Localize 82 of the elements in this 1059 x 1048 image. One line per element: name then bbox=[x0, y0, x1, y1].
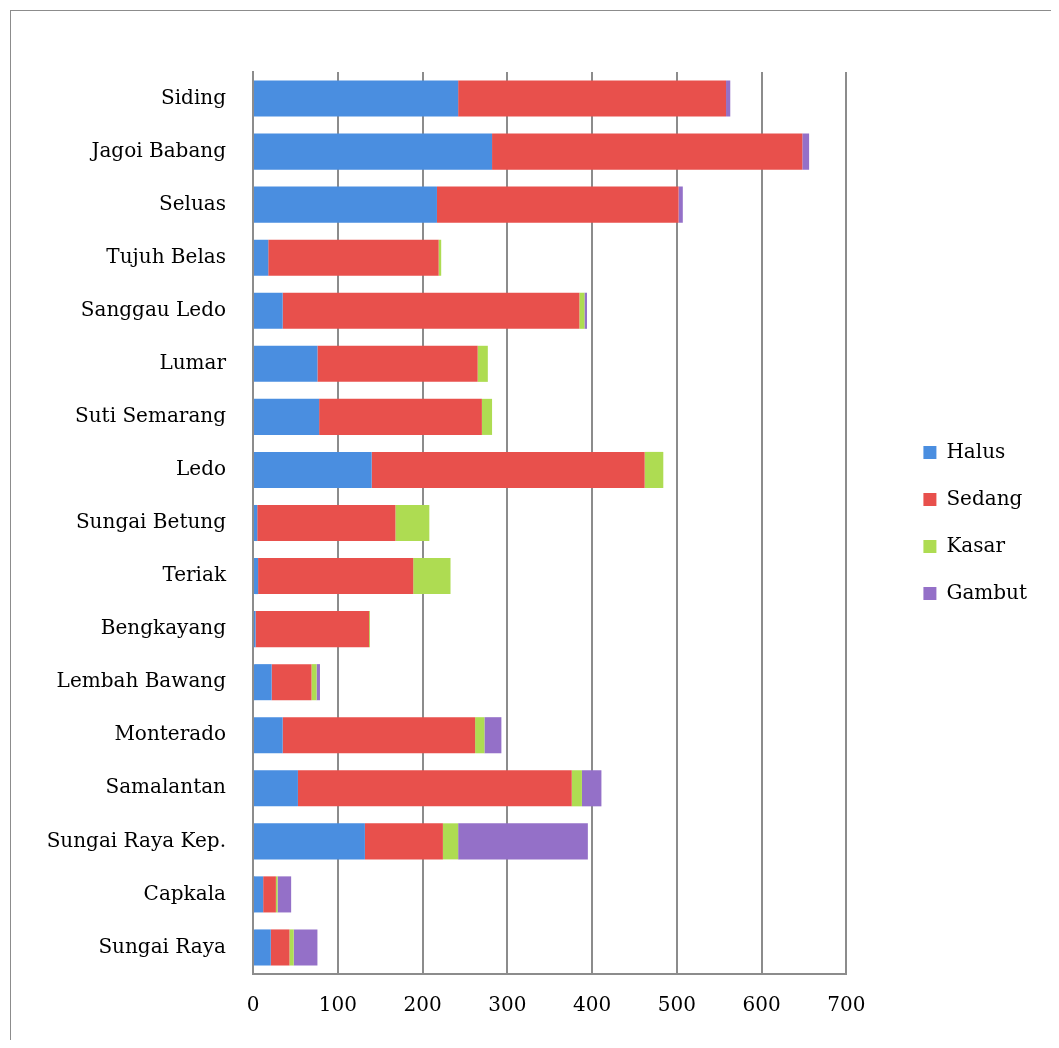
bar bbox=[436, 186, 679, 223]
bar bbox=[458, 80, 727, 117]
bar bbox=[268, 239, 439, 276]
y-tick-label: Sungai Betung bbox=[75, 509, 227, 534]
y-tick-label: Monterado bbox=[114, 721, 226, 746]
y-tick-label: Lembah Bawang bbox=[56, 668, 227, 693]
bar bbox=[282, 292, 580, 329]
bar bbox=[678, 186, 683, 223]
bar bbox=[584, 292, 588, 329]
bar bbox=[581, 770, 602, 807]
bar bbox=[571, 770, 582, 807]
x-tick-label: 300 bbox=[488, 992, 527, 1017]
y-tick-label: Teriak bbox=[162, 562, 227, 587]
bar bbox=[282, 717, 476, 754]
y-tick-label: Capkala bbox=[143, 880, 227, 905]
y-tick-label: Jagoi Babang bbox=[89, 137, 227, 162]
y-tick-label: Siding bbox=[161, 84, 227, 109]
x-tick-label: 400 bbox=[573, 992, 612, 1017]
bar bbox=[257, 504, 396, 542]
y-tick-label: Samalantan bbox=[105, 774, 227, 799]
bar bbox=[254, 876, 264, 913]
y-tick-label: Lumar bbox=[159, 350, 227, 375]
bar bbox=[258, 558, 414, 595]
bar bbox=[319, 398, 482, 435]
x-tick-label: 200 bbox=[403, 992, 442, 1017]
bar bbox=[442, 823, 459, 860]
legend-label: Halus bbox=[946, 438, 1006, 463]
y-tick-label: Sungai Raya Kep. bbox=[46, 827, 226, 852]
bar bbox=[254, 770, 298, 807]
y-tick-label: Ledo bbox=[176, 456, 226, 481]
bar bbox=[395, 504, 430, 542]
y-tick-label: Tujuh Belas bbox=[106, 243, 226, 268]
bar bbox=[254, 823, 365, 860]
y-tick-label: Seluas bbox=[158, 190, 226, 215]
bar bbox=[254, 345, 318, 382]
bar bbox=[255, 611, 370, 648]
bar bbox=[289, 929, 294, 966]
x-tick-label: 0 bbox=[246, 992, 260, 1017]
legend-label: Kasar bbox=[946, 532, 1006, 557]
bar bbox=[254, 398, 320, 435]
bar bbox=[254, 133, 493, 170]
bar bbox=[364, 823, 443, 860]
y-tick-label: Bengkayang bbox=[100, 615, 227, 640]
bar bbox=[311, 664, 317, 701]
bar bbox=[254, 504, 258, 542]
bar bbox=[277, 876, 292, 913]
bar bbox=[644, 451, 664, 488]
bar bbox=[802, 133, 810, 170]
y-tick-label: Suti Semarang bbox=[75, 403, 227, 428]
bar bbox=[254, 239, 269, 276]
bar bbox=[477, 345, 488, 382]
bar bbox=[481, 398, 493, 435]
bar bbox=[271, 664, 312, 701]
bar bbox=[254, 186, 437, 223]
bar bbox=[579, 292, 585, 329]
x-tick-label: 100 bbox=[318, 992, 357, 1017]
x-tick-label: 500 bbox=[657, 992, 696, 1017]
bar bbox=[317, 345, 478, 382]
bar bbox=[371, 451, 645, 488]
y-tick-label: Sanggau Ledo bbox=[80, 296, 226, 321]
bar bbox=[458, 823, 588, 860]
bar bbox=[254, 292, 283, 329]
bar bbox=[254, 451, 372, 488]
bar bbox=[254, 80, 459, 117]
x-tick-label: 600 bbox=[742, 992, 781, 1017]
bar bbox=[293, 929, 318, 966]
bar bbox=[484, 717, 502, 754]
bar bbox=[492, 133, 803, 170]
bar bbox=[413, 558, 451, 595]
bar bbox=[254, 664, 272, 701]
bar bbox=[270, 929, 290, 966]
bar bbox=[263, 876, 276, 913]
bar bbox=[297, 770, 572, 807]
legend-label: Gambut bbox=[946, 579, 1028, 604]
bar bbox=[475, 717, 485, 754]
y-tick-label: Sungai Raya bbox=[98, 933, 227, 958]
bar bbox=[254, 558, 259, 595]
bar bbox=[726, 80, 731, 117]
x-tick-label: 700 bbox=[827, 992, 866, 1017]
bar bbox=[254, 717, 283, 754]
legend-label: Sedang bbox=[946, 485, 1023, 510]
bar bbox=[254, 929, 271, 966]
